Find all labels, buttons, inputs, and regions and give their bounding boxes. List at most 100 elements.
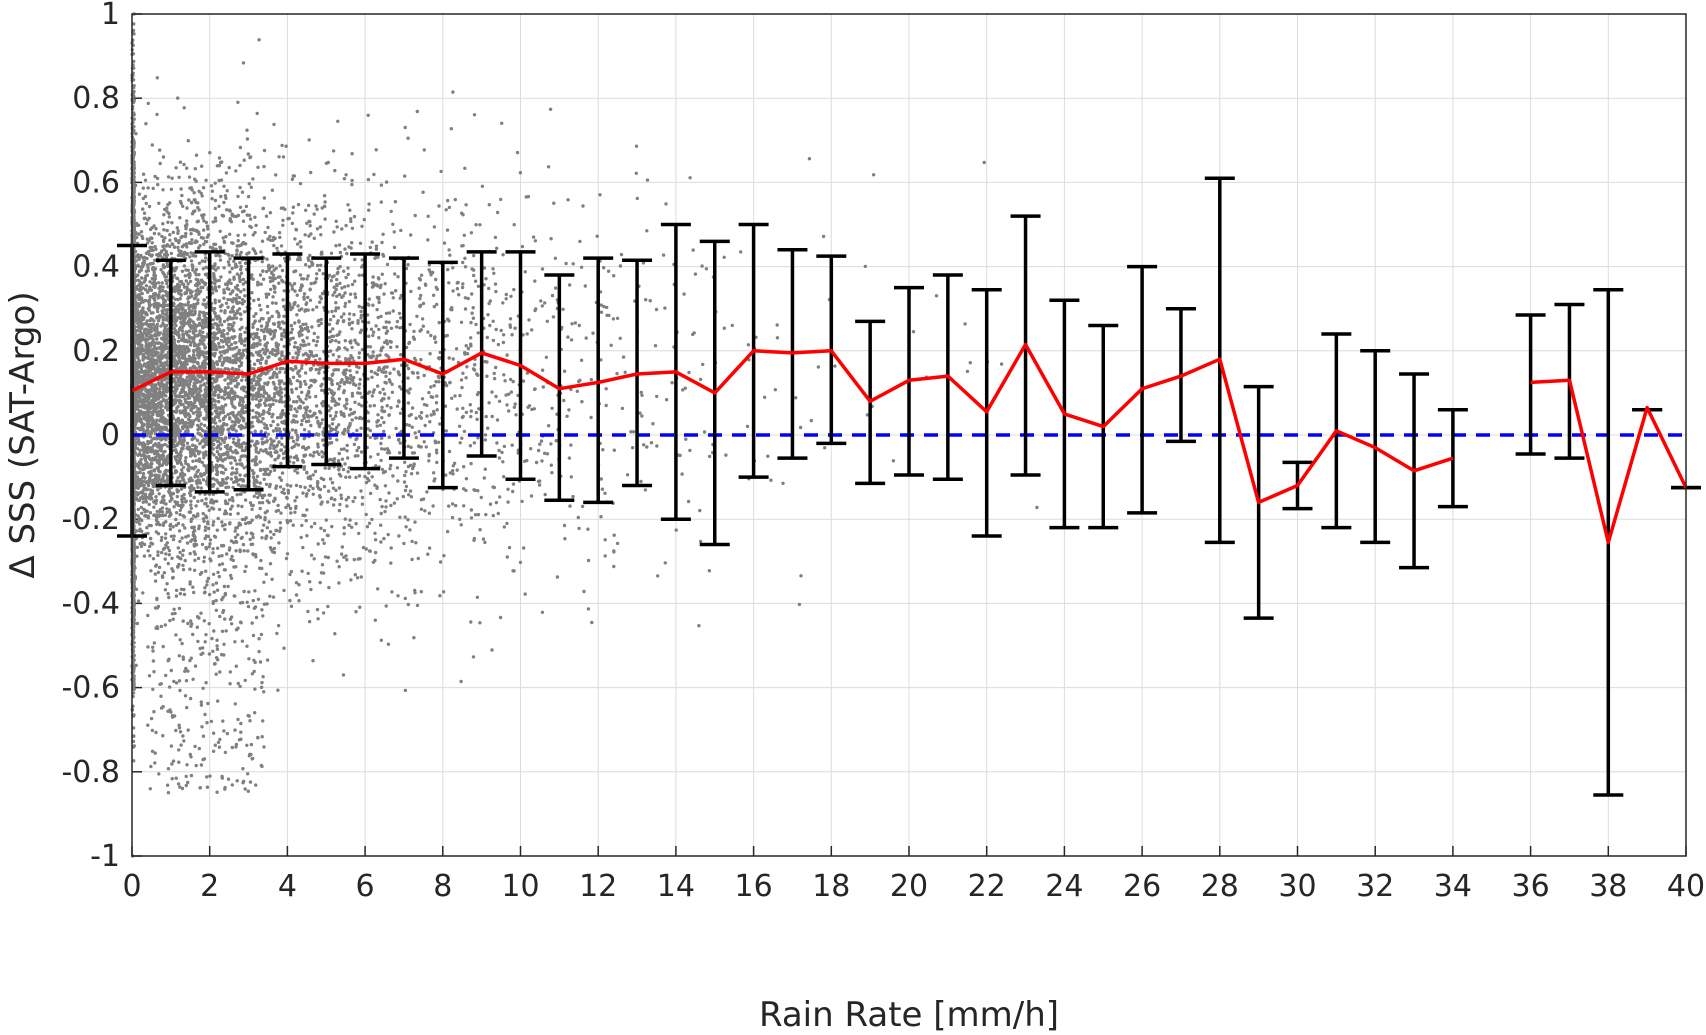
scatter-point (437, 320, 441, 325)
scatter-point (141, 364, 146, 368)
scatter-point (239, 492, 243, 496)
scatter-point (540, 459, 544, 463)
scatter-point (427, 390, 431, 395)
scatter-point (227, 344, 231, 349)
scatter-point (389, 561, 393, 565)
scatter-point (833, 364, 837, 368)
scatter-point (581, 204, 585, 208)
scatter-point (246, 194, 251, 199)
scatter-point (238, 327, 242, 332)
scatter-point (260, 259, 264, 264)
scatter-point (631, 430, 636, 434)
scatter-point (294, 593, 299, 597)
scatter-point (367, 303, 371, 307)
scatter-point (619, 252, 624, 257)
scatter-point (177, 248, 181, 253)
scatter-point (328, 414, 333, 418)
scatter-point (264, 447, 268, 452)
scatter-point (575, 389, 579, 393)
scatter-point (277, 155, 281, 159)
scatter-point (422, 373, 426, 378)
scatter-point (232, 437, 236, 441)
scatter-point (140, 518, 144, 523)
scatter-point (293, 341, 297, 345)
scatter-point (183, 234, 188, 239)
scatter-point (816, 365, 821, 369)
scatter-point (245, 137, 250, 141)
scatter-point (350, 182, 354, 187)
scatter-point (334, 301, 338, 305)
scatter-point (210, 197, 214, 201)
scatter-point (337, 565, 341, 569)
scatter-point (243, 339, 247, 343)
scatter-point (412, 636, 416, 640)
scatter-point (234, 429, 238, 433)
scatter-point (330, 417, 335, 421)
scatter-point (241, 433, 245, 438)
scatter-point (582, 589, 586, 594)
scatter-point (214, 478, 218, 482)
scatter-point (553, 256, 558, 260)
scatter-point (158, 437, 162, 441)
scatter-point (419, 273, 424, 277)
scatter-point (378, 497, 382, 502)
scatter-point (200, 259, 204, 263)
scatter-point (178, 216, 182, 220)
scatter-point (309, 378, 313, 383)
scatter-point (187, 198, 191, 202)
scatter-point (367, 297, 371, 301)
scatter-point (501, 340, 506, 345)
scatter-point (187, 241, 192, 245)
scatter-point (309, 366, 314, 371)
scatter-point (190, 387, 195, 392)
scatter-point (379, 511, 383, 516)
scatter-point (268, 332, 273, 336)
scatter-point (224, 196, 228, 200)
scatter-point (464, 488, 468, 493)
scatter-point (213, 206, 217, 211)
scatter-point (280, 143, 284, 148)
scatter-point (269, 469, 273, 474)
scatter-point (358, 377, 362, 382)
scatter-point (234, 451, 238, 455)
scatter-point (344, 173, 348, 177)
scatter-point (310, 263, 314, 267)
scatter-point (396, 594, 400, 598)
scatter-point (200, 378, 205, 382)
scatter-point (354, 475, 358, 480)
scatter-point (265, 382, 269, 387)
scatter-point (347, 424, 352, 428)
scatter-point (308, 253, 312, 258)
scatter-point (179, 449, 183, 454)
scatter-point (272, 122, 276, 127)
scatter-point (161, 222, 165, 226)
scatter-point (188, 567, 192, 571)
scatter-point (344, 223, 348, 228)
scatter-point (307, 219, 311, 223)
scatter-point (269, 350, 274, 354)
scatter-point (398, 515, 402, 519)
scatter-point (278, 476, 282, 480)
scatter-point (145, 450, 150, 455)
scatter-point (629, 430, 633, 434)
scatter-point (766, 454, 770, 458)
scatter-point (177, 529, 182, 533)
scatter-point (691, 248, 695, 252)
scatter-point (241, 219, 246, 223)
scatter-point (211, 465, 216, 470)
scatter-point (355, 576, 360, 580)
scatter-point (298, 484, 303, 489)
scatter-point (200, 164, 204, 168)
scatter-point (402, 541, 406, 546)
scatter-point (223, 523, 227, 527)
scatter-point (329, 279, 333, 283)
scatter-point (353, 338, 357, 342)
scatter-point (264, 572, 268, 576)
scatter-point (423, 423, 427, 428)
scatter-point (249, 185, 253, 189)
scatter-point (142, 211, 147, 215)
scatter-point (410, 557, 414, 562)
scatter-point (144, 221, 149, 226)
scatter-point (497, 399, 502, 403)
scatter-point (461, 282, 465, 286)
